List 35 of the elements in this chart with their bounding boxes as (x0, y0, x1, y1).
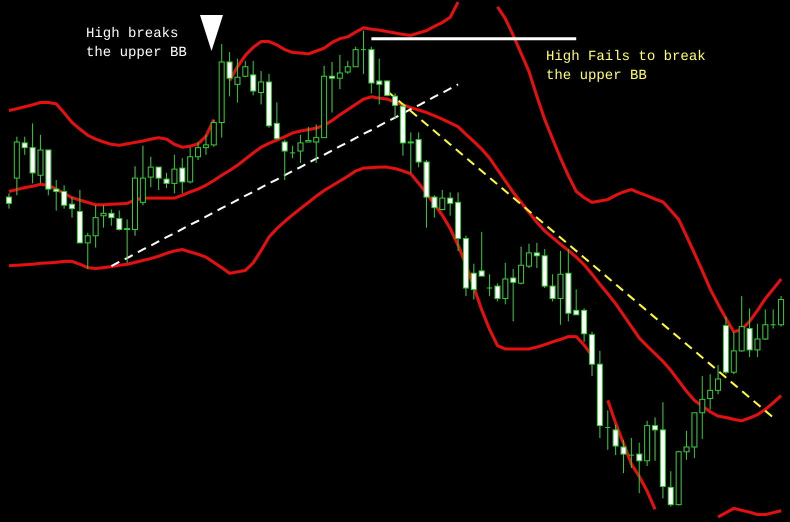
candlestick (92, 204, 99, 248)
annotation: High breaks the upper BB (86, 26, 187, 61)
candlestick (171, 154, 178, 194)
candlestick (61, 184, 68, 210)
candlestick (699, 376, 706, 440)
candlestick (581, 308, 588, 342)
candlestick (707, 374, 714, 410)
candlestick (116, 210, 122, 231)
candlestick (290, 145, 296, 159)
candlestick (486, 274, 493, 297)
candlestick (762, 308, 768, 340)
candlestick (68, 196, 75, 218)
candlestick (274, 102, 280, 140)
candlestick (297, 134, 304, 164)
candlestick (195, 141, 202, 161)
candlestick (202, 134, 209, 156)
candlestick (384, 80, 390, 97)
candlestick (124, 219, 130, 264)
candlestick (282, 139, 288, 181)
candlestick (431, 194, 438, 218)
candlestick (684, 430, 690, 460)
candlestick (100, 204, 106, 228)
candlestick (550, 274, 556, 302)
candlestick (526, 243, 532, 269)
candlestick (715, 364, 722, 395)
annotation: High Fails to break the upper BB (546, 49, 706, 84)
candlestick (518, 246, 524, 285)
candlestick (754, 323, 760, 358)
candlestick (746, 308, 753, 358)
candlestick (494, 282, 500, 302)
candlestick (164, 172, 170, 189)
candlestick (770, 308, 776, 329)
candlestick (6, 192, 12, 210)
candlestick (108, 209, 114, 226)
candlestick (392, 92, 398, 120)
